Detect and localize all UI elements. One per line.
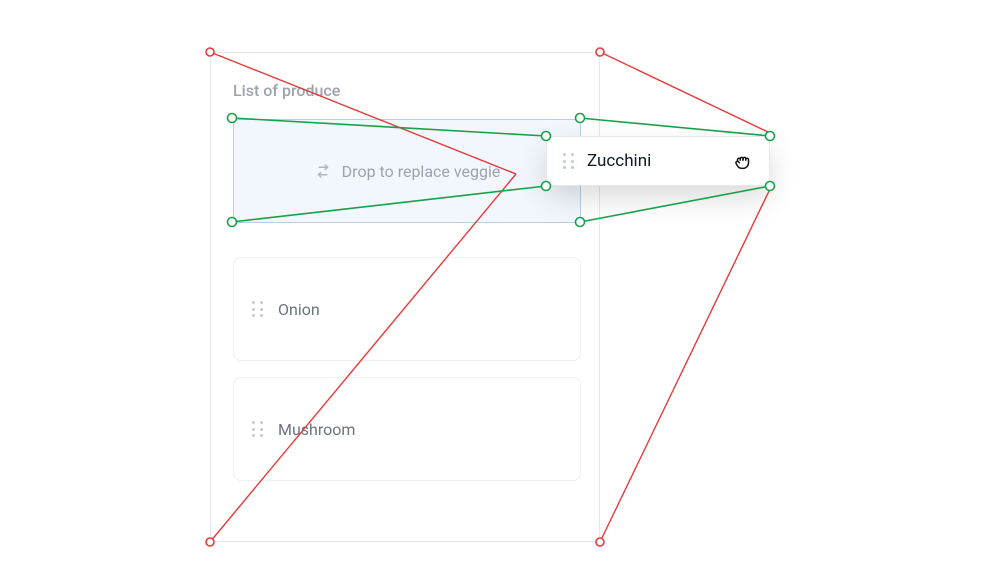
panel-title: List of produce	[233, 81, 340, 100]
swap-icon	[314, 162, 332, 180]
drag-grip-icon[interactable]	[563, 153, 575, 169]
dropzone-label: Drop to replace veggie	[342, 162, 501, 181]
drag-grip-icon[interactable]	[252, 421, 264, 437]
dragged-card-label: Zucchini	[587, 151, 753, 171]
drag-grip-icon[interactable]	[252, 301, 264, 317]
produce-panel: List of produce Drop to replace veggie O…	[210, 52, 600, 542]
dropzone-replace-veggie[interactable]: Drop to replace veggie	[233, 119, 581, 223]
dragged-card-zucchini[interactable]: Zucchini	[546, 136, 770, 186]
list-item[interactable]: Mushroom	[233, 377, 581, 481]
list-item-label: Mushroom	[278, 420, 355, 439]
list-item-label: Onion	[278, 300, 320, 319]
list-item[interactable]: Onion	[233, 257, 581, 361]
grab-cursor-icon	[731, 149, 755, 173]
